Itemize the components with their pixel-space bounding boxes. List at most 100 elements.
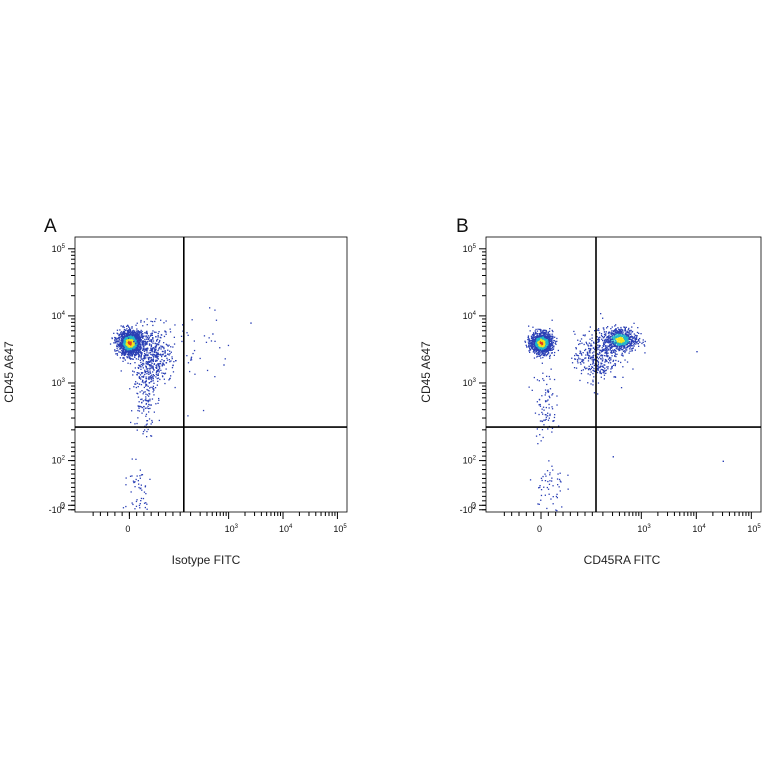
event-dot (144, 407, 147, 409)
event-dot (543, 419, 545, 421)
event-dot (532, 336, 534, 338)
event-dot (619, 344, 621, 346)
event-dot (154, 355, 156, 357)
event-dot (548, 344, 550, 346)
event-dot (139, 391, 141, 393)
event-dot (596, 336, 598, 338)
event-dot (214, 376, 216, 378)
event-dot (587, 354, 589, 356)
event-dot (636, 341, 638, 343)
event-dot (158, 348, 160, 350)
event-dot (546, 390, 549, 392)
event-dot (125, 334, 128, 337)
y-tick-label: 0 (60, 500, 65, 510)
event-dot (144, 371, 146, 373)
event-dot (546, 337, 548, 340)
event-dot (599, 366, 601, 368)
event-dot (528, 337, 530, 340)
event-dot (149, 364, 151, 366)
event-dot (549, 354, 551, 356)
event-dot (147, 385, 149, 387)
event-dot (554, 414, 556, 416)
event-dot (156, 370, 158, 373)
event-dot (152, 367, 154, 369)
event-dot (127, 362, 129, 364)
event-dot (612, 349, 614, 351)
event-dot (537, 503, 539, 505)
event-dot (611, 352, 613, 354)
event-dot (130, 355, 132, 357)
event-dot (602, 365, 604, 367)
event-dot (613, 330, 615, 333)
event-dot (119, 357, 121, 359)
event-dot (547, 333, 549, 335)
event-dot (627, 342, 629, 344)
event-dot (142, 349, 144, 351)
event-dot (540, 477, 543, 479)
event-dot (142, 430, 145, 433)
event-dot (592, 384, 594, 386)
event-dot (542, 341, 544, 343)
event-dot (122, 350, 125, 352)
event-dot (583, 362, 585, 364)
event-dot (548, 417, 550, 419)
event-dot (143, 321, 145, 323)
event-dot (552, 337, 554, 340)
event-dot (166, 357, 168, 359)
event-dot (538, 347, 540, 349)
event-dot (157, 353, 160, 355)
event-dot (623, 337, 625, 339)
event-dot (114, 340, 116, 342)
event-dot (126, 333, 129, 335)
event-dot (624, 344, 626, 347)
event-dot (537, 341, 539, 344)
event-dot (150, 378, 152, 380)
event-dot (590, 357, 592, 359)
event-dot (582, 352, 584, 354)
event-dot (123, 337, 125, 339)
event-dot (629, 338, 631, 340)
event-dot (526, 346, 528, 348)
event-dot (639, 341, 641, 343)
event-dot (608, 337, 610, 339)
event-dot (614, 342, 616, 344)
event-dot (549, 336, 551, 338)
event-dot (585, 348, 587, 351)
x-axis-label: Isotype FITC (172, 553, 241, 567)
event-dot (129, 327, 131, 329)
event-dot (142, 497, 145, 500)
event-dot (619, 337, 622, 339)
event-dot (124, 346, 126, 348)
event-dot (124, 340, 126, 342)
event-dot (128, 329, 131, 331)
event-dot (580, 351, 582, 353)
event-dot (150, 404, 152, 406)
event-dot (606, 360, 608, 363)
event-dot (162, 354, 164, 356)
event-dot (145, 383, 147, 385)
event-dot (610, 343, 612, 345)
event-dot (629, 336, 632, 338)
event-dot (626, 342, 628, 344)
event-dot (603, 372, 605, 374)
event-dot (548, 349, 550, 351)
event-dot (638, 332, 640, 334)
event-dot (534, 343, 537, 345)
event-dot (536, 330, 539, 332)
event-dot (606, 347, 609, 349)
event-dot (560, 481, 562, 483)
event-dot (553, 345, 555, 348)
event-dot (632, 347, 634, 349)
event-dot (603, 369, 605, 371)
event-dot (538, 353, 540, 355)
event-dot (141, 341, 143, 343)
event-dot (150, 345, 152, 347)
event-dot (121, 337, 123, 340)
event-dot (539, 352, 542, 354)
event-dot (536, 379, 539, 381)
event-dot (577, 358, 579, 361)
event-dot (602, 317, 604, 319)
event-dot (135, 332, 137, 334)
event-dot (617, 344, 619, 346)
event-dot (580, 372, 583, 375)
